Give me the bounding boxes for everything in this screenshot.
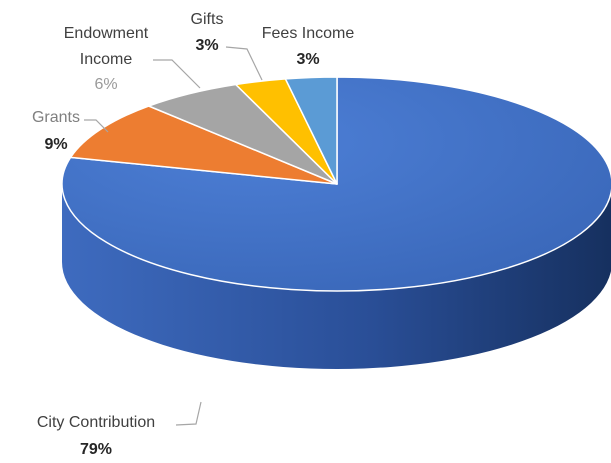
leader-gifts [225, 46, 263, 81]
value-endowment-income: 6% [94, 76, 117, 93]
side-wall-city-contribution [62, 184, 611, 369]
value-fees-income: 3% [296, 51, 319, 68]
slice-fees-income [284, 76, 338, 185]
label-city-contribution: City Contribution [37, 414, 155, 431]
leader-city-contribution [175, 401, 202, 426]
value-gifts: 3% [195, 37, 218, 54]
leader-grants [84, 119, 109, 133]
pie-side-walls [62, 184, 611, 369]
leader-endowment-income [153, 59, 201, 89]
slice-grants [69, 105, 338, 185]
label-gifts: Gifts [191, 11, 224, 28]
pie-slices [61, 76, 611, 292]
label-fees-income: Fees Income [262, 25, 355, 42]
value-city-contribution: 79% [80, 441, 112, 458]
label-endowment-income-line1: Endowment [64, 25, 149, 42]
label-grants: Grants [32, 109, 80, 126]
label-leader-lines [84, 46, 263, 426]
value-grants: 9% [44, 136, 67, 153]
label-endowment-income-line2: Income [80, 51, 133, 68]
